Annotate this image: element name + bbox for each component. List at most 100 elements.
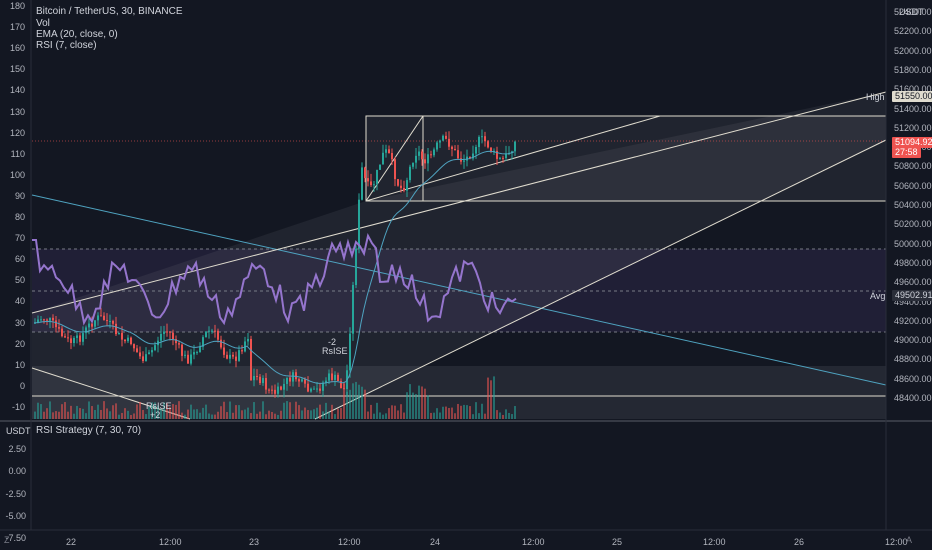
right-axis-tick: 51800.00	[894, 64, 932, 75]
volume-bar	[55, 411, 57, 419]
volume-bar	[325, 402, 327, 419]
candle-body	[286, 377, 288, 384]
volume-bar	[316, 407, 318, 419]
volume-bar	[226, 412, 228, 419]
candle-body	[97, 315, 99, 321]
candle-body	[364, 167, 366, 179]
time-axis-tick: 26	[794, 537, 805, 547]
right-axis-tick: 51400.00	[894, 103, 932, 114]
volume-bar	[223, 401, 225, 419]
volume-bar	[460, 405, 462, 419]
candle-body	[439, 140, 441, 143]
volume-bar	[367, 411, 369, 419]
volume-bar	[493, 376, 495, 419]
time-axis-tick: 24	[430, 537, 441, 547]
candle-body	[229, 354, 231, 359]
volume-bar	[340, 408, 342, 419]
volume-bar	[478, 413, 480, 419]
candle-body	[382, 152, 384, 165]
volume-bar	[349, 389, 351, 419]
candle-body	[217, 330, 219, 340]
candle-body	[247, 338, 249, 342]
candle-body	[211, 330, 213, 332]
candle-body	[475, 146, 477, 154]
symbol-title[interactable]: Bitcoin / TetherUS, 30, BINANCE	[36, 6, 183, 17]
volume-bar	[109, 411, 111, 419]
volume-bar	[142, 409, 144, 419]
volume-bar	[40, 404, 42, 419]
volume-bar	[166, 403, 168, 419]
auto-scale-button[interactable]: A	[906, 535, 913, 545]
volume-bar	[307, 410, 309, 419]
volume-bar	[379, 412, 381, 419]
left-axis-tick: 120	[9, 127, 25, 138]
candle-body	[412, 162, 414, 167]
volume-bar	[496, 410, 498, 419]
candle-body	[118, 332, 120, 335]
candle-body	[499, 157, 501, 159]
volume-bar	[439, 412, 441, 419]
candle-body	[343, 388, 345, 390]
lower-currency-button[interactable]: USDT	[6, 426, 31, 436]
volume-bar	[397, 410, 399, 419]
candle-body	[295, 372, 297, 380]
volume-bar	[337, 408, 339, 419]
candle-body	[190, 354, 192, 364]
candle-body	[280, 386, 282, 390]
candle-body	[196, 352, 198, 354]
lower-axis-tick: -2.50	[5, 488, 26, 499]
strategy-legend[interactable]: RSI Strategy (7, 30, 70)	[36, 425, 142, 436]
left-axis-tick: 110	[10, 148, 25, 159]
right-axis-tick: 49600.00	[894, 277, 932, 288]
avg-label: Avg	[870, 291, 886, 301]
timezone-button[interactable]: Z	[4, 535, 10, 545]
channel-upper-line	[31, 91, 887, 314]
volume-bar	[37, 402, 39, 419]
volume-bar	[409, 384, 411, 419]
ema-legend[interactable]: EMA (20, close, 0)	[36, 29, 118, 40]
candle-body	[454, 149, 456, 151]
volume-bar	[100, 409, 102, 419]
volume-bar	[259, 411, 261, 419]
left-axis-tick: 130	[9, 106, 25, 117]
volume-bar	[112, 405, 114, 419]
time-axis-tick: 12:00	[885, 537, 908, 547]
candle-body	[121, 332, 123, 340]
volume-bar	[511, 414, 513, 419]
candle-body	[130, 337, 132, 345]
time-axis-tick: 12:00	[522, 537, 545, 547]
marker-label: -2	[328, 337, 337, 347]
candle-body	[409, 166, 411, 181]
volume-bar	[232, 412, 234, 419]
currency-button[interactable]: USDT	[899, 7, 924, 17]
volume-bar	[490, 380, 492, 419]
candle-body	[319, 388, 321, 391]
time-axis-tick: 12:00	[338, 537, 361, 547]
volume-bar	[412, 392, 414, 419]
candle-body	[418, 151, 420, 156]
volume-bar	[136, 404, 138, 419]
left-axis-tick: 30	[14, 317, 25, 328]
right-axis-tick: 48400.00	[894, 393, 932, 403]
triangle-line-2	[365, 115, 661, 202]
volume-bar	[253, 402, 255, 419]
volume-bar	[370, 404, 372, 419]
candle-body	[487, 141, 489, 148]
volume-bar	[106, 408, 108, 419]
volume-bar	[445, 406, 447, 419]
vol-legend[interactable]: Vol	[36, 18, 50, 29]
volume-bar	[457, 403, 459, 419]
candle-body	[448, 138, 450, 147]
right-axis-tick: 50400.00	[894, 200, 932, 210]
candle-body	[490, 147, 492, 152]
lower-axis-tick: -5.00	[5, 510, 26, 521]
volume-bar	[469, 406, 471, 419]
candle-body	[199, 346, 201, 353]
candle-body	[484, 136, 486, 142]
right-axis-tick: 52400.00	[894, 7, 932, 17]
rsi-legend[interactable]: RSI (7, close)	[36, 40, 97, 51]
candle-body	[424, 159, 426, 164]
volume-bar	[88, 401, 90, 419]
volume-bar	[43, 411, 45, 419]
